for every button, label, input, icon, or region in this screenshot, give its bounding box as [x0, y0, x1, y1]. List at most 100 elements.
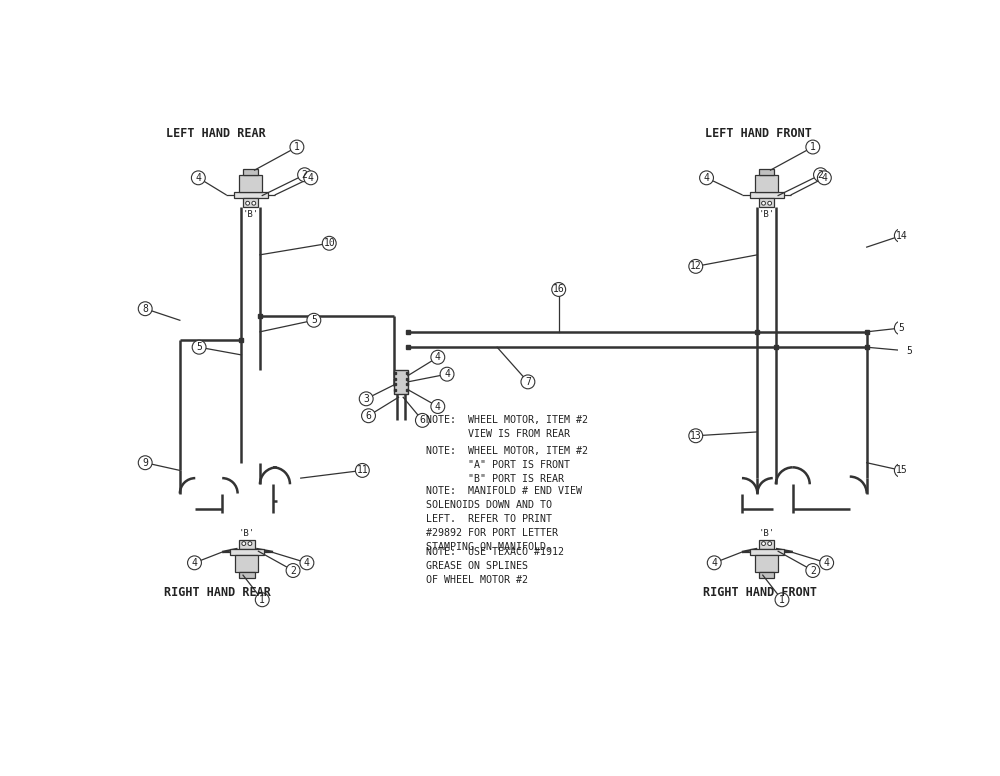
Bar: [750, 549, 784, 555]
Circle shape: [191, 171, 205, 185]
Text: 4: 4: [435, 352, 441, 362]
Text: 13: 13: [690, 431, 702, 441]
Text: 2: 2: [290, 566, 296, 576]
Circle shape: [188, 556, 201, 570]
Bar: [759, 540, 774, 549]
Text: 15: 15: [895, 466, 907, 476]
Text: NOTE:  WHEEL MOTOR, ITEM #2
       VIEW IS FROM REAR: NOTE: WHEEL MOTOR, ITEM #2 VIEW IS FROM …: [426, 415, 588, 439]
Circle shape: [689, 429, 703, 442]
Text: 1: 1: [294, 142, 300, 152]
Circle shape: [552, 282, 566, 296]
Bar: [239, 572, 255, 578]
Text: 4: 4: [304, 558, 310, 568]
Circle shape: [192, 341, 206, 354]
Text: 1: 1: [810, 142, 816, 152]
Text: 2: 2: [810, 566, 816, 576]
Bar: [759, 572, 774, 578]
Bar: [239, 175, 262, 192]
Text: 5: 5: [906, 346, 912, 356]
Bar: [243, 168, 258, 175]
Text: 5: 5: [196, 342, 202, 352]
Text: RIGHT HAND FRONT: RIGHT HAND FRONT: [703, 586, 817, 599]
Circle shape: [359, 392, 373, 406]
Text: 'B': 'B': [243, 210, 259, 219]
Circle shape: [248, 542, 252, 546]
Bar: [755, 175, 778, 192]
Text: 4: 4: [192, 558, 197, 568]
Text: 6: 6: [366, 411, 371, 421]
Circle shape: [431, 350, 445, 364]
Circle shape: [304, 171, 318, 185]
Text: NOTE:  WHEEL MOTOR, ITEM #2
       "A" PORT IS FRONT
       "B" PORT IS REAR: NOTE: WHEEL MOTOR, ITEM #2 "A" PORT IS F…: [426, 445, 588, 483]
Circle shape: [806, 140, 820, 154]
Text: 10: 10: [323, 238, 335, 248]
Circle shape: [300, 556, 314, 570]
Text: 'B': 'B': [759, 529, 775, 539]
Text: 16: 16: [553, 285, 565, 294]
Circle shape: [255, 593, 269, 607]
Text: 4: 4: [195, 173, 201, 183]
Circle shape: [362, 409, 375, 423]
Text: NOTE:  USE TEXACO #1912
GREASE ON SPLINES
OF WHEEL MOTOR #2: NOTE: USE TEXACO #1912 GREASE ON SPLINES…: [426, 547, 564, 585]
Circle shape: [355, 463, 369, 477]
Text: LEFT HAND FRONT: LEFT HAND FRONT: [705, 127, 812, 140]
Circle shape: [775, 593, 789, 607]
Circle shape: [814, 168, 827, 182]
Bar: [759, 198, 774, 207]
Bar: [235, 555, 258, 572]
Text: 12: 12: [690, 262, 702, 272]
Circle shape: [307, 314, 321, 327]
Circle shape: [298, 168, 312, 182]
Bar: [759, 168, 774, 175]
Text: 4: 4: [444, 369, 450, 379]
Circle shape: [322, 237, 336, 250]
Text: 7: 7: [525, 377, 531, 387]
Circle shape: [707, 556, 721, 570]
Text: 4: 4: [435, 401, 441, 411]
Bar: [239, 540, 255, 549]
Text: 'B': 'B': [759, 210, 775, 219]
Circle shape: [820, 556, 834, 570]
Circle shape: [431, 400, 445, 414]
Text: 1: 1: [259, 594, 265, 605]
Circle shape: [246, 201, 250, 205]
Circle shape: [894, 463, 908, 477]
Bar: [394, 369, 408, 394]
Circle shape: [768, 201, 772, 205]
Bar: [234, 192, 268, 198]
Bar: [750, 192, 784, 198]
Text: 'B': 'B': [239, 529, 255, 539]
Text: 4: 4: [821, 173, 827, 183]
Circle shape: [806, 563, 820, 577]
Text: 4: 4: [704, 173, 709, 183]
Circle shape: [894, 229, 908, 242]
Circle shape: [521, 375, 535, 389]
Text: RIGHT HAND REAR: RIGHT HAND REAR: [164, 586, 271, 599]
Circle shape: [700, 171, 713, 185]
Text: 3: 3: [363, 393, 369, 404]
Text: 4: 4: [824, 558, 830, 568]
Text: 5: 5: [898, 323, 904, 333]
Text: 9: 9: [142, 458, 148, 468]
Circle shape: [286, 563, 300, 577]
Circle shape: [768, 542, 772, 546]
Text: 4: 4: [308, 173, 314, 183]
Text: 2: 2: [818, 170, 823, 180]
Circle shape: [762, 201, 765, 205]
Text: LEFT HAND REAR: LEFT HAND REAR: [166, 127, 266, 140]
Text: 8: 8: [142, 303, 148, 314]
Circle shape: [138, 456, 152, 469]
Text: 11: 11: [356, 466, 368, 476]
Text: 2: 2: [302, 170, 308, 180]
Bar: [230, 549, 264, 555]
Circle shape: [689, 259, 703, 273]
Text: 4: 4: [711, 558, 717, 568]
Text: 1: 1: [779, 594, 785, 605]
Text: 6: 6: [419, 415, 425, 425]
Circle shape: [242, 542, 246, 546]
Text: 5: 5: [311, 315, 317, 325]
Circle shape: [138, 302, 152, 316]
Circle shape: [290, 140, 304, 154]
Circle shape: [252, 201, 256, 205]
Bar: [755, 555, 778, 572]
